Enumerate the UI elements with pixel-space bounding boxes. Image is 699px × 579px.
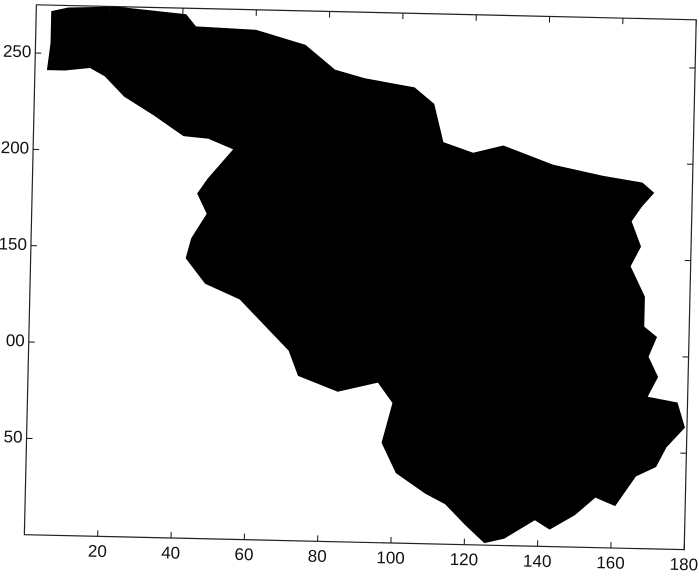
y-tick-label: 150 [0, 234, 27, 254]
region-mask [46, 6, 685, 544]
x-tick-label: 120 [450, 550, 479, 570]
y-tick-label: 50 [3, 427, 22, 446]
axes-frame [23, 4, 697, 551]
x-tick-label: 60 [234, 545, 253, 564]
x-tick-label: 20 [88, 542, 107, 561]
x-tick-label: 80 [308, 547, 327, 566]
plot-area: 20 40 60 80 100 120 140 160 180 50 00 150 200 250 [0, 4, 698, 575]
y-tick-label: 00 [6, 331, 25, 350]
x-tick-label: 180 [669, 555, 698, 575]
x-tick-label: 160 [596, 553, 625, 573]
x-tick-label: 40 [161, 543, 180, 562]
x-tick-label: 140 [523, 551, 552, 571]
y-tick-label: 250 [3, 42, 32, 62]
y-tick-label: 200 [1, 138, 30, 158]
x-tick-label: 100 [376, 548, 405, 568]
